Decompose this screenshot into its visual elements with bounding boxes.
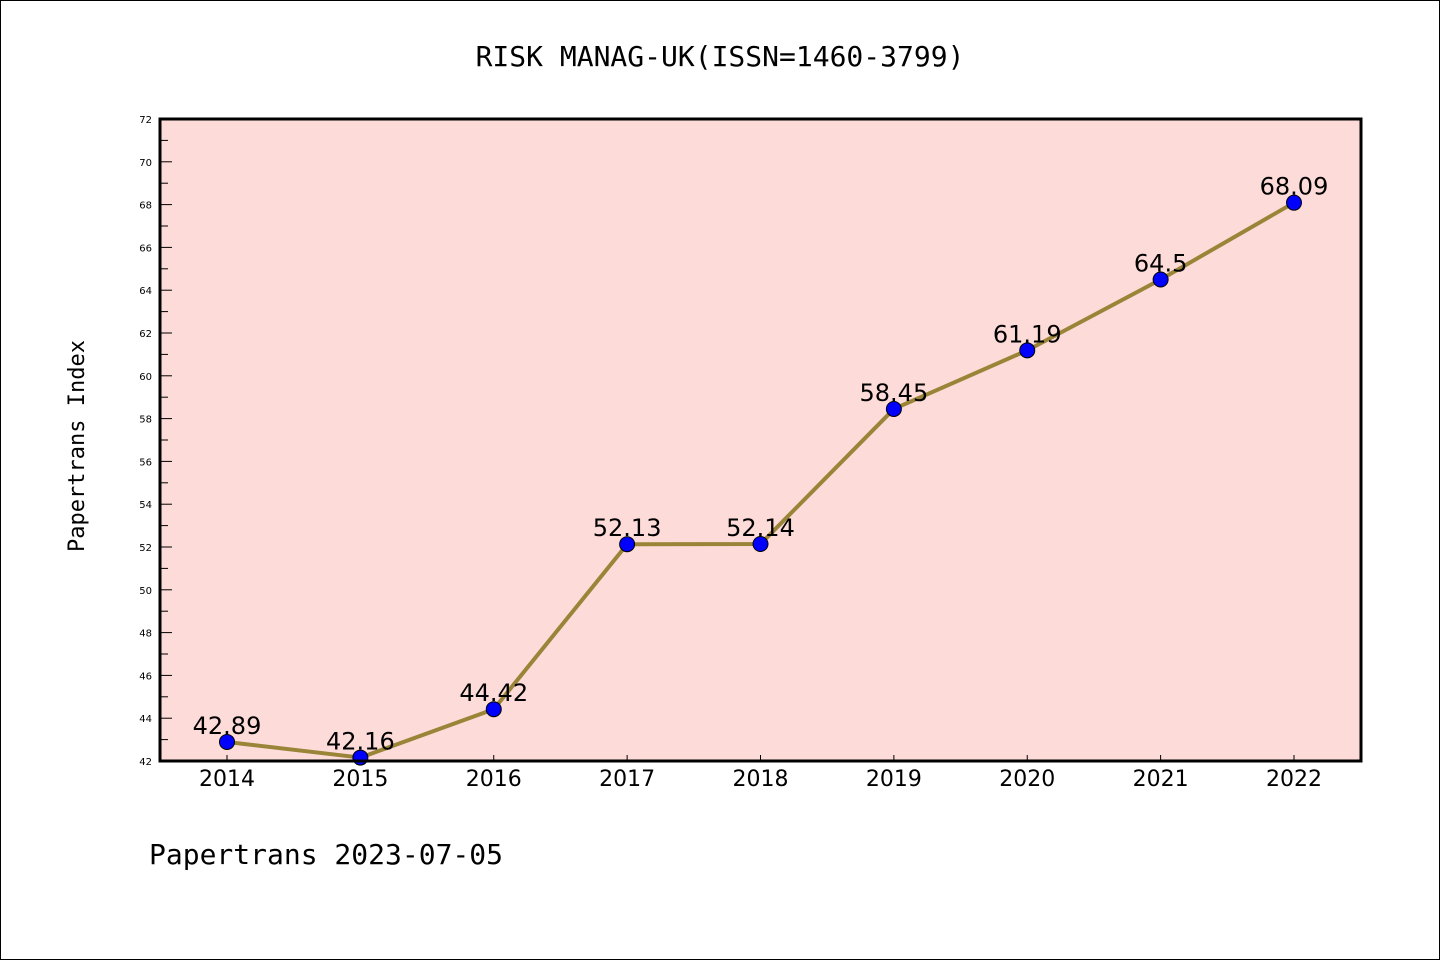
data-label: 42.16	[326, 728, 395, 756]
x-tick-label: 2020	[999, 767, 1055, 792]
data-point	[1019, 342, 1036, 359]
y-tick-label: 48	[139, 629, 152, 640]
x-tick-label: 2018	[733, 767, 789, 792]
y-tick-label: 50	[139, 586, 152, 597]
data-label: 58.45	[860, 379, 929, 407]
x-tick-label: 2021	[1133, 767, 1189, 792]
x-tick-label: 2017	[599, 767, 655, 792]
data-label: 52.13	[593, 514, 662, 542]
data-point	[619, 536, 636, 553]
data-label: 61.19	[993, 320, 1062, 348]
data-point	[752, 536, 769, 553]
y-tick-label: 58	[139, 415, 152, 426]
x-tick-label: 2015	[332, 767, 388, 792]
x-tick-label: 2016	[466, 767, 522, 792]
x-tick-label: 2014	[199, 767, 255, 792]
y-tick-label: 72	[139, 115, 152, 126]
y-tick-label: 70	[139, 158, 152, 169]
plot-border	[158, 117, 1363, 763]
chart-title: RISK MANAG-UK(ISSN=1460-3799)	[476, 40, 965, 73]
y-tick-label: 44	[139, 714, 152, 725]
y-tick-label: 64	[139, 286, 152, 297]
data-point	[1152, 271, 1169, 288]
y-tick-label: 54	[139, 500, 152, 511]
data-point	[485, 701, 502, 718]
plot-area	[160, 119, 1361, 761]
y-tick-label: 62	[139, 329, 152, 340]
data-label: 64.5	[1134, 250, 1187, 278]
data-point	[885, 400, 902, 417]
y-tick-label: 56	[139, 457, 152, 468]
y-tick-label: 68	[139, 201, 152, 212]
data-label: 52.14	[726, 514, 795, 542]
y-tick-label: 52	[139, 543, 152, 554]
data-label: 42.89	[193, 712, 262, 740]
data-label: 68.09	[1260, 173, 1329, 201]
data-labels: 42.89 42.16 44.42 52.13 52.14 58.45 61.19 64.5 6…	[193, 173, 1329, 756]
footer-text: Papertrans 2023-07-05	[149, 838, 503, 871]
data-label: 44.42	[459, 679, 528, 707]
data-point	[219, 733, 235, 750]
y-axis-label: Papertrans Index	[65, 340, 90, 552]
y-tick-label: 60	[139, 372, 152, 383]
data-point	[1286, 194, 1302, 211]
y-tick-label: 66	[139, 243, 152, 254]
y-axis: 42 44 46 48 50 52 54 56 58 60 62 64 66 68 70 72	[139, 115, 172, 768]
markers	[219, 194, 1302, 766]
x-tick-label: 2019	[866, 767, 922, 792]
y-tick-label: 42	[139, 757, 152, 768]
x-tick-label: 2022	[1266, 767, 1322, 792]
x-axis: 2014 2015 2016 2017 2018 2019 2020 2021 2022	[199, 755, 1322, 792]
y-tick-label: 46	[139, 671, 152, 682]
